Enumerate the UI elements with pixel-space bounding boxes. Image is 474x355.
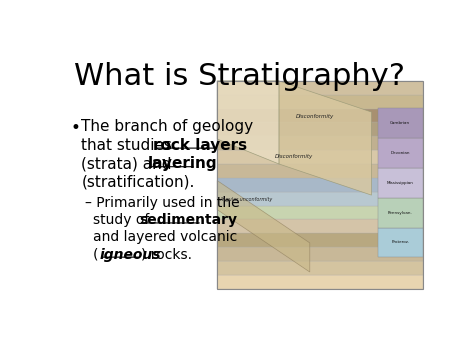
Bar — [217, 233, 423, 247]
Bar — [217, 261, 423, 275]
Bar — [378, 108, 423, 138]
Text: – Primarily used in the: – Primarily used in the — [85, 196, 239, 210]
Bar — [217, 178, 423, 192]
Text: Proteroz.: Proteroz. — [391, 240, 410, 245]
Text: that studies: that studies — [82, 138, 177, 153]
Bar — [378, 138, 423, 168]
Bar — [217, 136, 423, 150]
Bar — [217, 95, 423, 109]
Text: Disconformity: Disconformity — [275, 154, 313, 159]
Bar — [217, 109, 423, 122]
Bar — [217, 275, 423, 289]
Text: sedimentary: sedimentary — [139, 213, 237, 228]
Text: igneous: igneous — [100, 247, 161, 262]
Bar — [217, 219, 423, 233]
Bar — [217, 81, 423, 289]
Bar — [378, 228, 423, 257]
Text: (strata) and: (strata) and — [82, 156, 177, 171]
Text: The branch of geology: The branch of geology — [82, 119, 254, 134]
Text: Cambrian: Cambrian — [390, 121, 410, 125]
Text: •: • — [70, 119, 80, 137]
Bar — [217, 122, 423, 136]
Text: rock layers: rock layers — [153, 138, 247, 153]
Text: Pennsylvan.: Pennsylvan. — [388, 211, 413, 214]
Bar — [378, 198, 423, 228]
Polygon shape — [217, 81, 279, 164]
Text: Disconformity: Disconformity — [295, 114, 334, 119]
Text: study of: study of — [93, 213, 154, 228]
Bar — [217, 247, 423, 261]
Bar — [378, 168, 423, 198]
Bar — [217, 164, 423, 178]
Bar — [217, 81, 423, 95]
Bar — [217, 206, 423, 219]
Bar — [217, 150, 423, 164]
Polygon shape — [217, 181, 310, 272]
Text: and layered volcanic: and layered volcanic — [93, 230, 237, 245]
Text: ) rocks.: ) rocks. — [141, 247, 192, 262]
Text: layering: layering — [148, 156, 218, 171]
Text: What is Stratigraphy?: What is Stratigraphy? — [74, 62, 405, 91]
Polygon shape — [279, 81, 372, 195]
Text: (: ( — [93, 247, 99, 262]
Text: Mississippian: Mississippian — [387, 181, 414, 185]
Bar — [217, 192, 423, 206]
Text: Devonian: Devonian — [391, 151, 410, 155]
Text: Angular unconformity: Angular unconformity — [219, 197, 272, 202]
Text: (stratification).: (stratification). — [82, 175, 195, 190]
